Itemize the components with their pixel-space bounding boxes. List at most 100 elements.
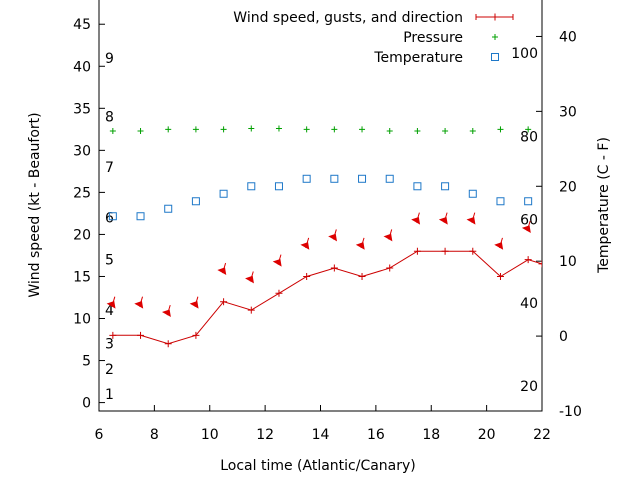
wind-arrow xyxy=(438,212,448,225)
right-tick-label: 30 xyxy=(559,104,577,120)
wind-arrow xyxy=(494,237,504,250)
pressure-point xyxy=(137,128,144,135)
legend-marker-pressure xyxy=(492,34,498,40)
temperature-point xyxy=(219,189,228,198)
pressure-point xyxy=(331,126,338,133)
right-tick-label: 10 xyxy=(559,254,577,270)
x-axis-ticks: 6 8 10 12 14 16 18 20 22 xyxy=(95,405,551,443)
pressure-point xyxy=(192,126,199,133)
pressure-point xyxy=(275,125,282,132)
wind-speed-point xyxy=(358,272,366,280)
temperature-point xyxy=(302,174,311,183)
left-tick-label: 0 xyxy=(82,396,91,412)
wind-arrow xyxy=(521,220,531,233)
temperature-point xyxy=(274,182,283,191)
pressure-point xyxy=(414,128,421,135)
wind-arrow xyxy=(161,304,171,318)
y-axis-label-right: Temperature (C - F) xyxy=(596,137,612,274)
y-axis-label-left: Wind speed (kt - Beaufort) xyxy=(27,112,43,297)
pressure-point xyxy=(359,126,366,133)
temperature-point xyxy=(358,174,367,183)
pressure-point xyxy=(248,125,255,132)
x-tick-label: 12 xyxy=(256,427,274,443)
temperature-point xyxy=(385,174,394,183)
pressure-point xyxy=(442,128,449,135)
right-axis-ticks: -10 0 10 20 30 40 xyxy=(536,29,582,420)
right-tick-label: 20 xyxy=(559,179,577,195)
x-tick-label: 10 xyxy=(201,427,219,443)
wind-speed-point xyxy=(413,247,421,255)
x-axis-label: Local time (Atlantic/Canary) xyxy=(220,458,416,474)
temperature-point xyxy=(191,197,200,206)
wind-arrow xyxy=(134,296,144,309)
x-tick-label: 18 xyxy=(422,427,440,443)
pressure-point xyxy=(220,126,227,133)
wind-speed-line xyxy=(112,250,542,345)
temperature-point xyxy=(330,174,339,183)
left-tick-label: 45 xyxy=(73,17,91,33)
beaufort-label: 2 xyxy=(105,362,114,378)
wind-speed-point xyxy=(386,264,394,272)
x-tick-label: 6 xyxy=(95,427,104,443)
wind-speed-point xyxy=(496,272,504,280)
wind-speed-point xyxy=(441,247,449,255)
wind-arrow xyxy=(328,229,338,242)
temperature-point xyxy=(136,212,145,221)
wind-speed-point xyxy=(538,260,542,268)
right-tick-label: 40 xyxy=(559,29,577,45)
wind-arrow xyxy=(245,271,254,284)
legend-marker-temperature xyxy=(491,53,499,61)
beaufort-label: 9 xyxy=(105,51,114,67)
temperature-point xyxy=(108,212,117,221)
right-tick-label: 0 xyxy=(559,329,568,345)
left-tick-label: 10 xyxy=(73,312,91,328)
x-tick-label: 16 xyxy=(367,427,385,443)
left-tick-label: 20 xyxy=(73,227,91,243)
beaufort-label: 7 xyxy=(105,160,114,176)
x-tick-label: 14 xyxy=(312,427,330,443)
legend-marker-wind xyxy=(491,13,499,21)
left-tick-label: 40 xyxy=(73,59,91,75)
wind-arrow xyxy=(300,237,310,250)
wind-arrow xyxy=(217,262,227,276)
pressure-point xyxy=(497,126,504,133)
wind-arrow xyxy=(106,296,116,309)
wind-speed-point xyxy=(469,247,477,255)
wind-speed-point xyxy=(109,331,117,339)
beaufort-label: 1 xyxy=(105,387,114,403)
temperature-point xyxy=(164,204,173,213)
series-layer xyxy=(106,125,542,348)
wind-arrow xyxy=(272,254,282,267)
wind-speed-point xyxy=(220,298,228,306)
left-tick-label: 30 xyxy=(73,143,91,159)
wind-speed-point xyxy=(524,256,532,264)
wind-speed-point xyxy=(192,331,200,339)
fahrenheit-label: 100 xyxy=(511,46,538,62)
x-tick-label: 8 xyxy=(150,427,159,443)
temperature-point xyxy=(468,189,477,198)
left-tick-label: 25 xyxy=(73,185,91,201)
temperature-point xyxy=(496,197,505,206)
left-tick-label: 5 xyxy=(82,354,91,370)
temperature-point xyxy=(413,182,422,191)
beaufort-label: 8 xyxy=(105,110,114,126)
left-axis-ticks: 0 5 10 15 20 25 30 35 40 45 xyxy=(73,17,105,412)
temperature-point xyxy=(247,182,256,191)
legend: Wind speed, gusts, and direction Pressure… xyxy=(233,10,514,66)
left-tick-label: 35 xyxy=(73,101,91,117)
legend-label: Wind speed, gusts, and direction xyxy=(233,10,463,26)
fahrenheit-label: 60 xyxy=(520,213,538,229)
pressure-point xyxy=(386,128,393,135)
temperature-point xyxy=(441,182,450,191)
pressure-point xyxy=(303,126,310,133)
fahrenheit-label: 80 xyxy=(520,129,538,145)
wind-arrow xyxy=(411,212,421,225)
wind-speed-point xyxy=(164,340,172,348)
legend-label: Pressure xyxy=(403,30,463,46)
temperature-point xyxy=(524,197,533,206)
pressure-point xyxy=(109,128,116,135)
wind-speed-point xyxy=(137,331,145,339)
wind-arrow xyxy=(383,229,393,242)
